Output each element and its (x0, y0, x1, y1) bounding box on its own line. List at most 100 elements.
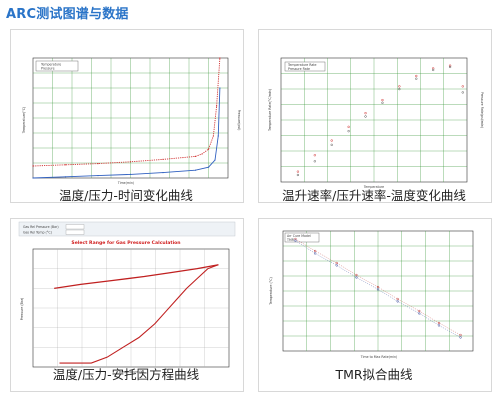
data-point (217, 135, 219, 137)
y-axis-label-left: Temperature (°C) (269, 277, 273, 306)
data-point (335, 261, 338, 265)
caption-panel-2: 温升速率/压升速率-温度变化曲线 (282, 188, 466, 203)
data-point (461, 85, 464, 88)
caption-panel-4: TMR拟合曲线 (335, 367, 413, 382)
data-point (355, 276, 358, 279)
data-point (459, 336, 462, 339)
data-point (347, 130, 350, 133)
data-point (432, 68, 435, 72)
legend-gas-pressure: Gas Rel Pressure (Bar) (23, 225, 59, 229)
data-point (415, 77, 418, 80)
panel-antoine: Gas Rel Pressure (Bar) Gas Rel Temp (°C)… (10, 218, 244, 392)
series-line-1 (32, 87, 221, 179)
data-point (207, 166, 210, 168)
data-point (162, 158, 164, 160)
y-axis-label-left: Temperature(°C) (22, 107, 26, 135)
legend-pressure: Pressure (41, 67, 55, 71)
data-point (64, 176, 67, 178)
series-line-1 (295, 240, 461, 338)
data-point (313, 252, 317, 255)
chart-rate-temperature: Temperature Rate Pressure Rate Temperatu… (259, 30, 491, 202)
data-point (313, 249, 317, 253)
plot-title: Select Range for Gas Pressure Calculatio… (71, 240, 180, 246)
data-point (32, 177, 34, 179)
y-axis-label-right: Pressure Rate(psi/min) (480, 92, 484, 128)
data-point (448, 64, 452, 67)
y-axis-label-left: Pressure (Bar) (20, 298, 24, 321)
data-point (97, 163, 99, 165)
data-point (64, 164, 67, 166)
y-axis-label-right: Pressure(psi) (237, 110, 241, 131)
gas-pressure-field[interactable] (65, 224, 85, 230)
data-point (437, 321, 441, 325)
series-line-1 (59, 264, 219, 364)
data-point (418, 309, 421, 313)
data-point (296, 170, 300, 173)
data-point (381, 101, 384, 104)
data-point (355, 273, 358, 277)
legend-box (284, 232, 320, 243)
chart-antoine: Gas Rel Pressure (Bar) Gas Rel Temp (°C)… (11, 219, 243, 391)
x-axis-label: Temperature (363, 185, 384, 189)
data-point (216, 105, 218, 107)
data-point (418, 312, 421, 315)
data-point (313, 160, 316, 163)
chart-tmr: Arr Cure Model TMR Time to Max Rate(min)… (259, 219, 491, 391)
data-point (459, 333, 462, 337)
data-point (437, 324, 441, 327)
data-point (97, 175, 99, 177)
caption-panel-3: 温度/压力-安托因方程曲线 (52, 367, 200, 382)
legend-gas-temp: Gas Rel Temp (°C) (23, 231, 52, 235)
panel-tmr: Arr Cure Model TMR Time to Max Rate(min)… (258, 218, 492, 392)
data-point (129, 161, 132, 163)
data-point (219, 57, 221, 59)
data-point (398, 85, 401, 88)
data-point (330, 139, 333, 142)
data-point (330, 143, 333, 146)
data-point (194, 155, 197, 157)
caption-panel-1: 温度/压力-时间变化曲线 (59, 188, 193, 203)
legend-box (35, 60, 79, 72)
legend-temp-rate: Temperature Rate (287, 63, 317, 67)
data-point (396, 300, 399, 303)
data-point (381, 98, 384, 102)
series-line-0 (54, 264, 219, 289)
data-point (364, 112, 367, 115)
data-point (335, 264, 338, 267)
data-point (207, 148, 210, 150)
data-point (162, 172, 164, 174)
data-point (212, 135, 214, 137)
data-point (448, 65, 452, 69)
data-point (296, 173, 300, 177)
x-axis-label: Time(min) (117, 181, 134, 185)
page-title: ARC测试图谱与数据 (6, 7, 129, 22)
chart-temp-pressure-time: Temperature Pressure Time(min) Temperatu… (11, 30, 243, 202)
x-axis-label: Time to Max Rate(min) (360, 355, 397, 359)
gas-temp-field[interactable] (65, 229, 85, 235)
data-point (461, 91, 464, 94)
legend-box (284, 61, 326, 72)
data-point (376, 288, 380, 291)
series-line-0 (295, 238, 461, 336)
data-point (294, 239, 297, 242)
data-point (376, 285, 380, 289)
data-point (396, 297, 399, 301)
data-point (201, 153, 203, 155)
data-point (194, 169, 197, 171)
legend-arr-cure: Arr Cure Model (287, 234, 311, 238)
data-point (129, 173, 132, 175)
legend-tmr: TMR (286, 238, 295, 242)
panel-temp-pressure-time: Temperature Pressure Time(min) Temperatu… (10, 29, 244, 203)
panel-rate-temperature: Temperature Rate Pressure Rate Temperatu… (258, 29, 492, 203)
y-axis-label-left: Temperature Rate(°C/min) (268, 89, 272, 132)
legend-temperature: Temperature (40, 63, 61, 67)
data-point (214, 159, 216, 161)
x-axis-label: Temperature (K) (117, 370, 144, 374)
data-point (313, 154, 316, 157)
data-point (398, 87, 401, 91)
data-point (415, 74, 418, 78)
data-point (32, 165, 34, 167)
data-point (347, 125, 350, 128)
data-point (219, 87, 221, 89)
data-point (364, 115, 367, 118)
